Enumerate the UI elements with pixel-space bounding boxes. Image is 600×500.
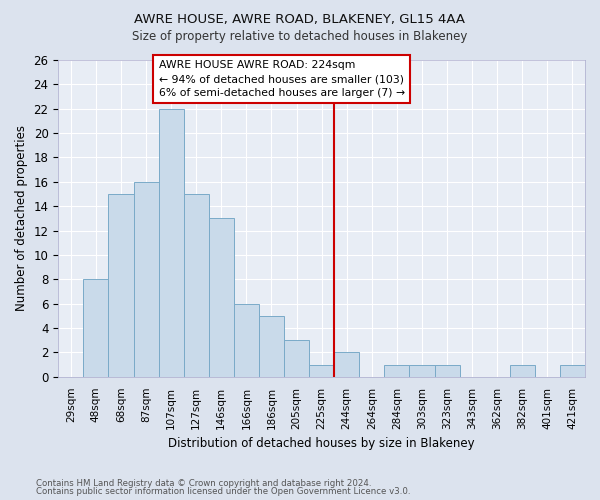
Bar	[234, 304, 259, 377]
Bar	[510, 364, 535, 377]
Bar	[560, 364, 585, 377]
Bar	[134, 182, 158, 377]
Text: Contains public sector information licensed under the Open Government Licence v3: Contains public sector information licen…	[36, 487, 410, 496]
Bar	[209, 218, 234, 377]
Bar	[385, 364, 409, 377]
Bar	[309, 364, 334, 377]
X-axis label: Distribution of detached houses by size in Blakeney: Distribution of detached houses by size …	[169, 437, 475, 450]
Text: Size of property relative to detached houses in Blakeney: Size of property relative to detached ho…	[133, 30, 467, 43]
Bar	[284, 340, 309, 377]
Bar	[83, 280, 109, 377]
Bar	[184, 194, 209, 377]
Bar	[158, 108, 184, 377]
Text: AWRE HOUSE, AWRE ROAD, BLAKENEY, GL15 4AA: AWRE HOUSE, AWRE ROAD, BLAKENEY, GL15 4A…	[134, 12, 466, 26]
Text: Contains HM Land Registry data © Crown copyright and database right 2024.: Contains HM Land Registry data © Crown c…	[36, 478, 371, 488]
Bar	[334, 352, 359, 377]
Y-axis label: Number of detached properties: Number of detached properties	[15, 126, 28, 312]
Bar	[259, 316, 284, 377]
Bar	[409, 364, 434, 377]
Bar	[434, 364, 460, 377]
Text: AWRE HOUSE AWRE ROAD: 224sqm
← 94% of detached houses are smaller (103)
6% of se: AWRE HOUSE AWRE ROAD: 224sqm ← 94% of de…	[158, 60, 405, 98]
Bar	[109, 194, 134, 377]
